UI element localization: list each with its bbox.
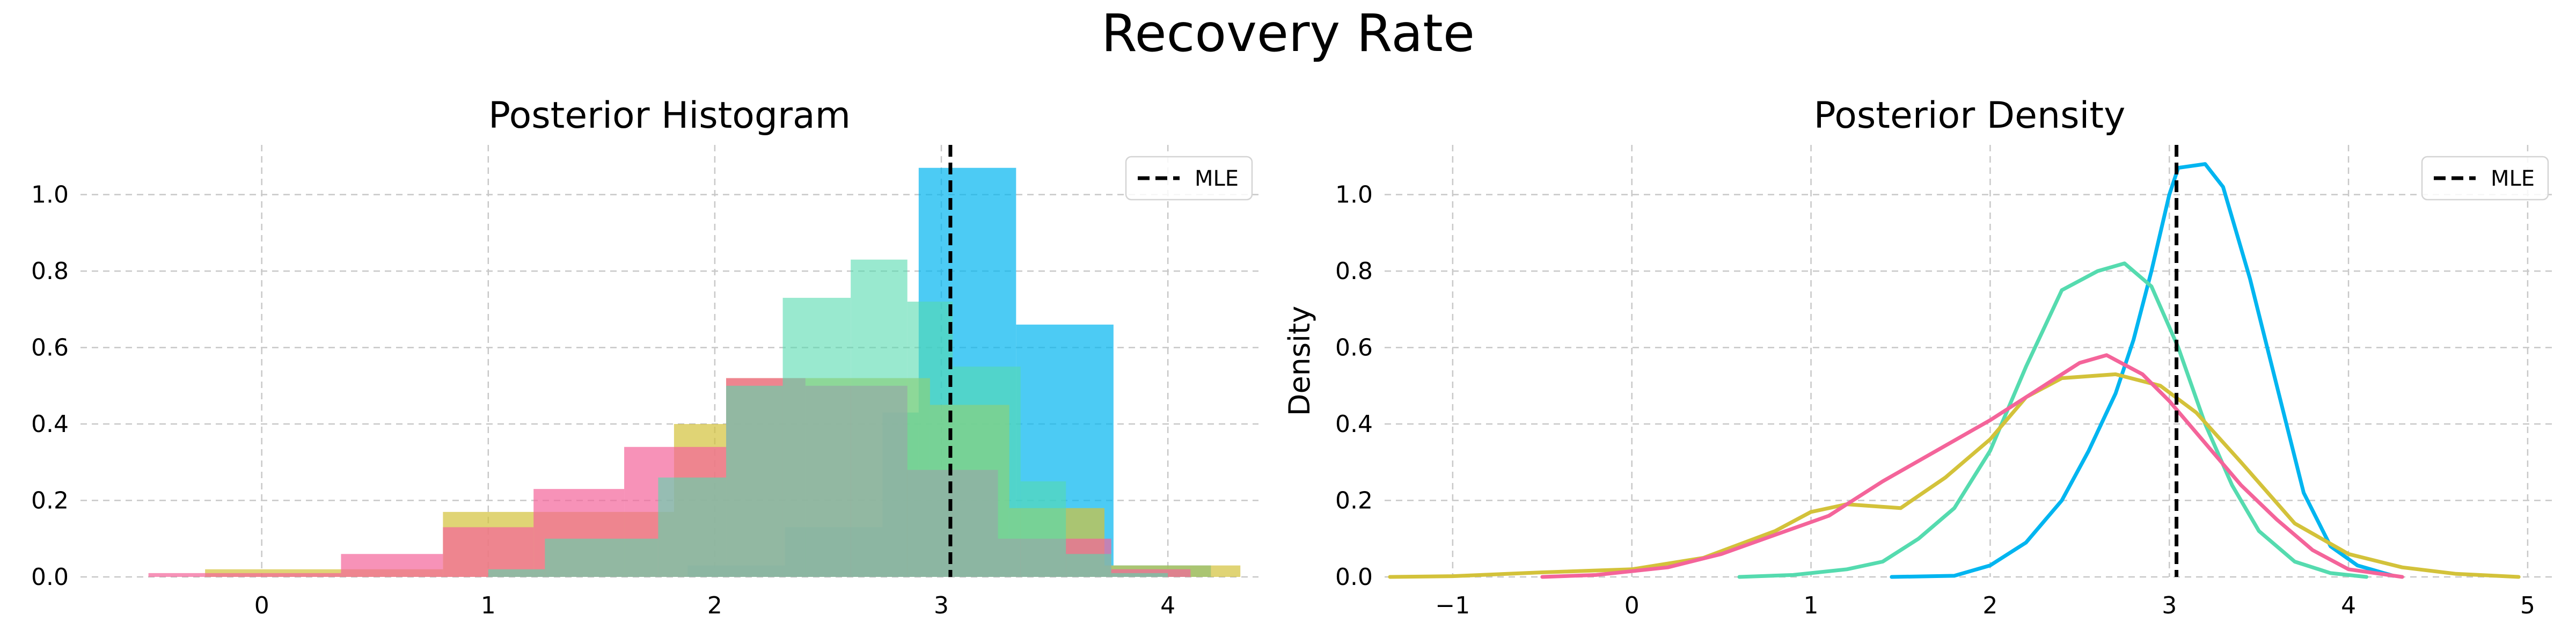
panel-title: Posterior Histogram xyxy=(488,94,851,137)
histogram-bar-pink xyxy=(148,573,341,577)
x-tick-label: 0 xyxy=(1624,592,1640,619)
figure-title: Recovery Rate xyxy=(1101,3,1475,63)
y-tick-label: 0.2 xyxy=(31,487,69,515)
y-tick-label: 0.4 xyxy=(1335,411,1373,438)
histogram-bar-teal xyxy=(658,477,727,577)
x-tick-label: 1 xyxy=(1804,592,1819,619)
histogram-bar-teal xyxy=(545,538,658,577)
y-axis-label: Density xyxy=(1283,306,1316,416)
legend-frame xyxy=(1125,156,1253,201)
y-tick-label: 0.8 xyxy=(1335,258,1373,285)
y-tick-label: 0.0 xyxy=(1335,564,1373,591)
histogram-bar-teal xyxy=(1020,481,1066,577)
x-tick-label: 1 xyxy=(481,592,496,619)
legend: MLE xyxy=(1125,156,1253,201)
histogram-bar-teal xyxy=(726,385,783,577)
legend-mle-label: MLE xyxy=(2491,166,2535,191)
y-tick-label: 0.8 xyxy=(31,258,69,285)
x-tick-label: 4 xyxy=(1160,592,1175,619)
x-tick-label: 2 xyxy=(707,592,722,619)
x-tick-label: 2 xyxy=(1982,592,1997,619)
histogram-bar-teal xyxy=(782,297,851,577)
x-tick-label: 4 xyxy=(2341,592,2356,619)
histogram-panel: 0 1 2 3 4 0.0 0.2 0.4 0.6 0.8 1.0 Posterior Histogr… xyxy=(31,94,1258,619)
density-line-blue xyxy=(1890,162,2395,579)
panel-title: Posterior Density xyxy=(1814,94,2126,137)
legend-frame xyxy=(2421,156,2549,201)
density-line-teal xyxy=(1737,261,2368,579)
legend-mle-label: MLE xyxy=(1195,166,1239,191)
histogram-bar-pink xyxy=(443,527,534,577)
x-tick-label: 3 xyxy=(2162,592,2177,619)
density-line-pink xyxy=(1540,353,2404,579)
y-tick-label: 0.4 xyxy=(31,411,69,438)
x-tick-label: −1 xyxy=(1435,592,1470,619)
x-tick-label: 5 xyxy=(2520,592,2535,619)
y-tick-label: 0.2 xyxy=(1335,487,1373,515)
y-tick-label: 0.0 xyxy=(31,564,69,591)
histogram-bar-pink xyxy=(341,554,443,577)
legend: MLE xyxy=(2421,156,2549,201)
histogram-bar-teal xyxy=(851,259,908,577)
y-tick-label: 1.0 xyxy=(31,181,69,209)
y-tick-label: 0.6 xyxy=(1335,334,1373,362)
histogram-bar-teal xyxy=(1066,554,1111,577)
histogram-bar-teal xyxy=(488,569,545,577)
x-tick-label: 3 xyxy=(934,592,949,619)
y-tick-label: 1.0 xyxy=(1335,181,1373,209)
density-line-olive xyxy=(1388,372,2521,579)
x-tick-label: 0 xyxy=(254,592,269,619)
histogram-bar-teal xyxy=(1111,573,1168,577)
density-panel: −1 0 1 2 3 4 5 0.0 0.2 0.4 0.6 0.8 1.0 Posterior Dens… xyxy=(1283,94,2555,619)
y-tick-label: 0.6 xyxy=(31,334,69,362)
histogram-bar-teal xyxy=(907,302,953,577)
histogram-bar-teal xyxy=(953,367,1021,577)
